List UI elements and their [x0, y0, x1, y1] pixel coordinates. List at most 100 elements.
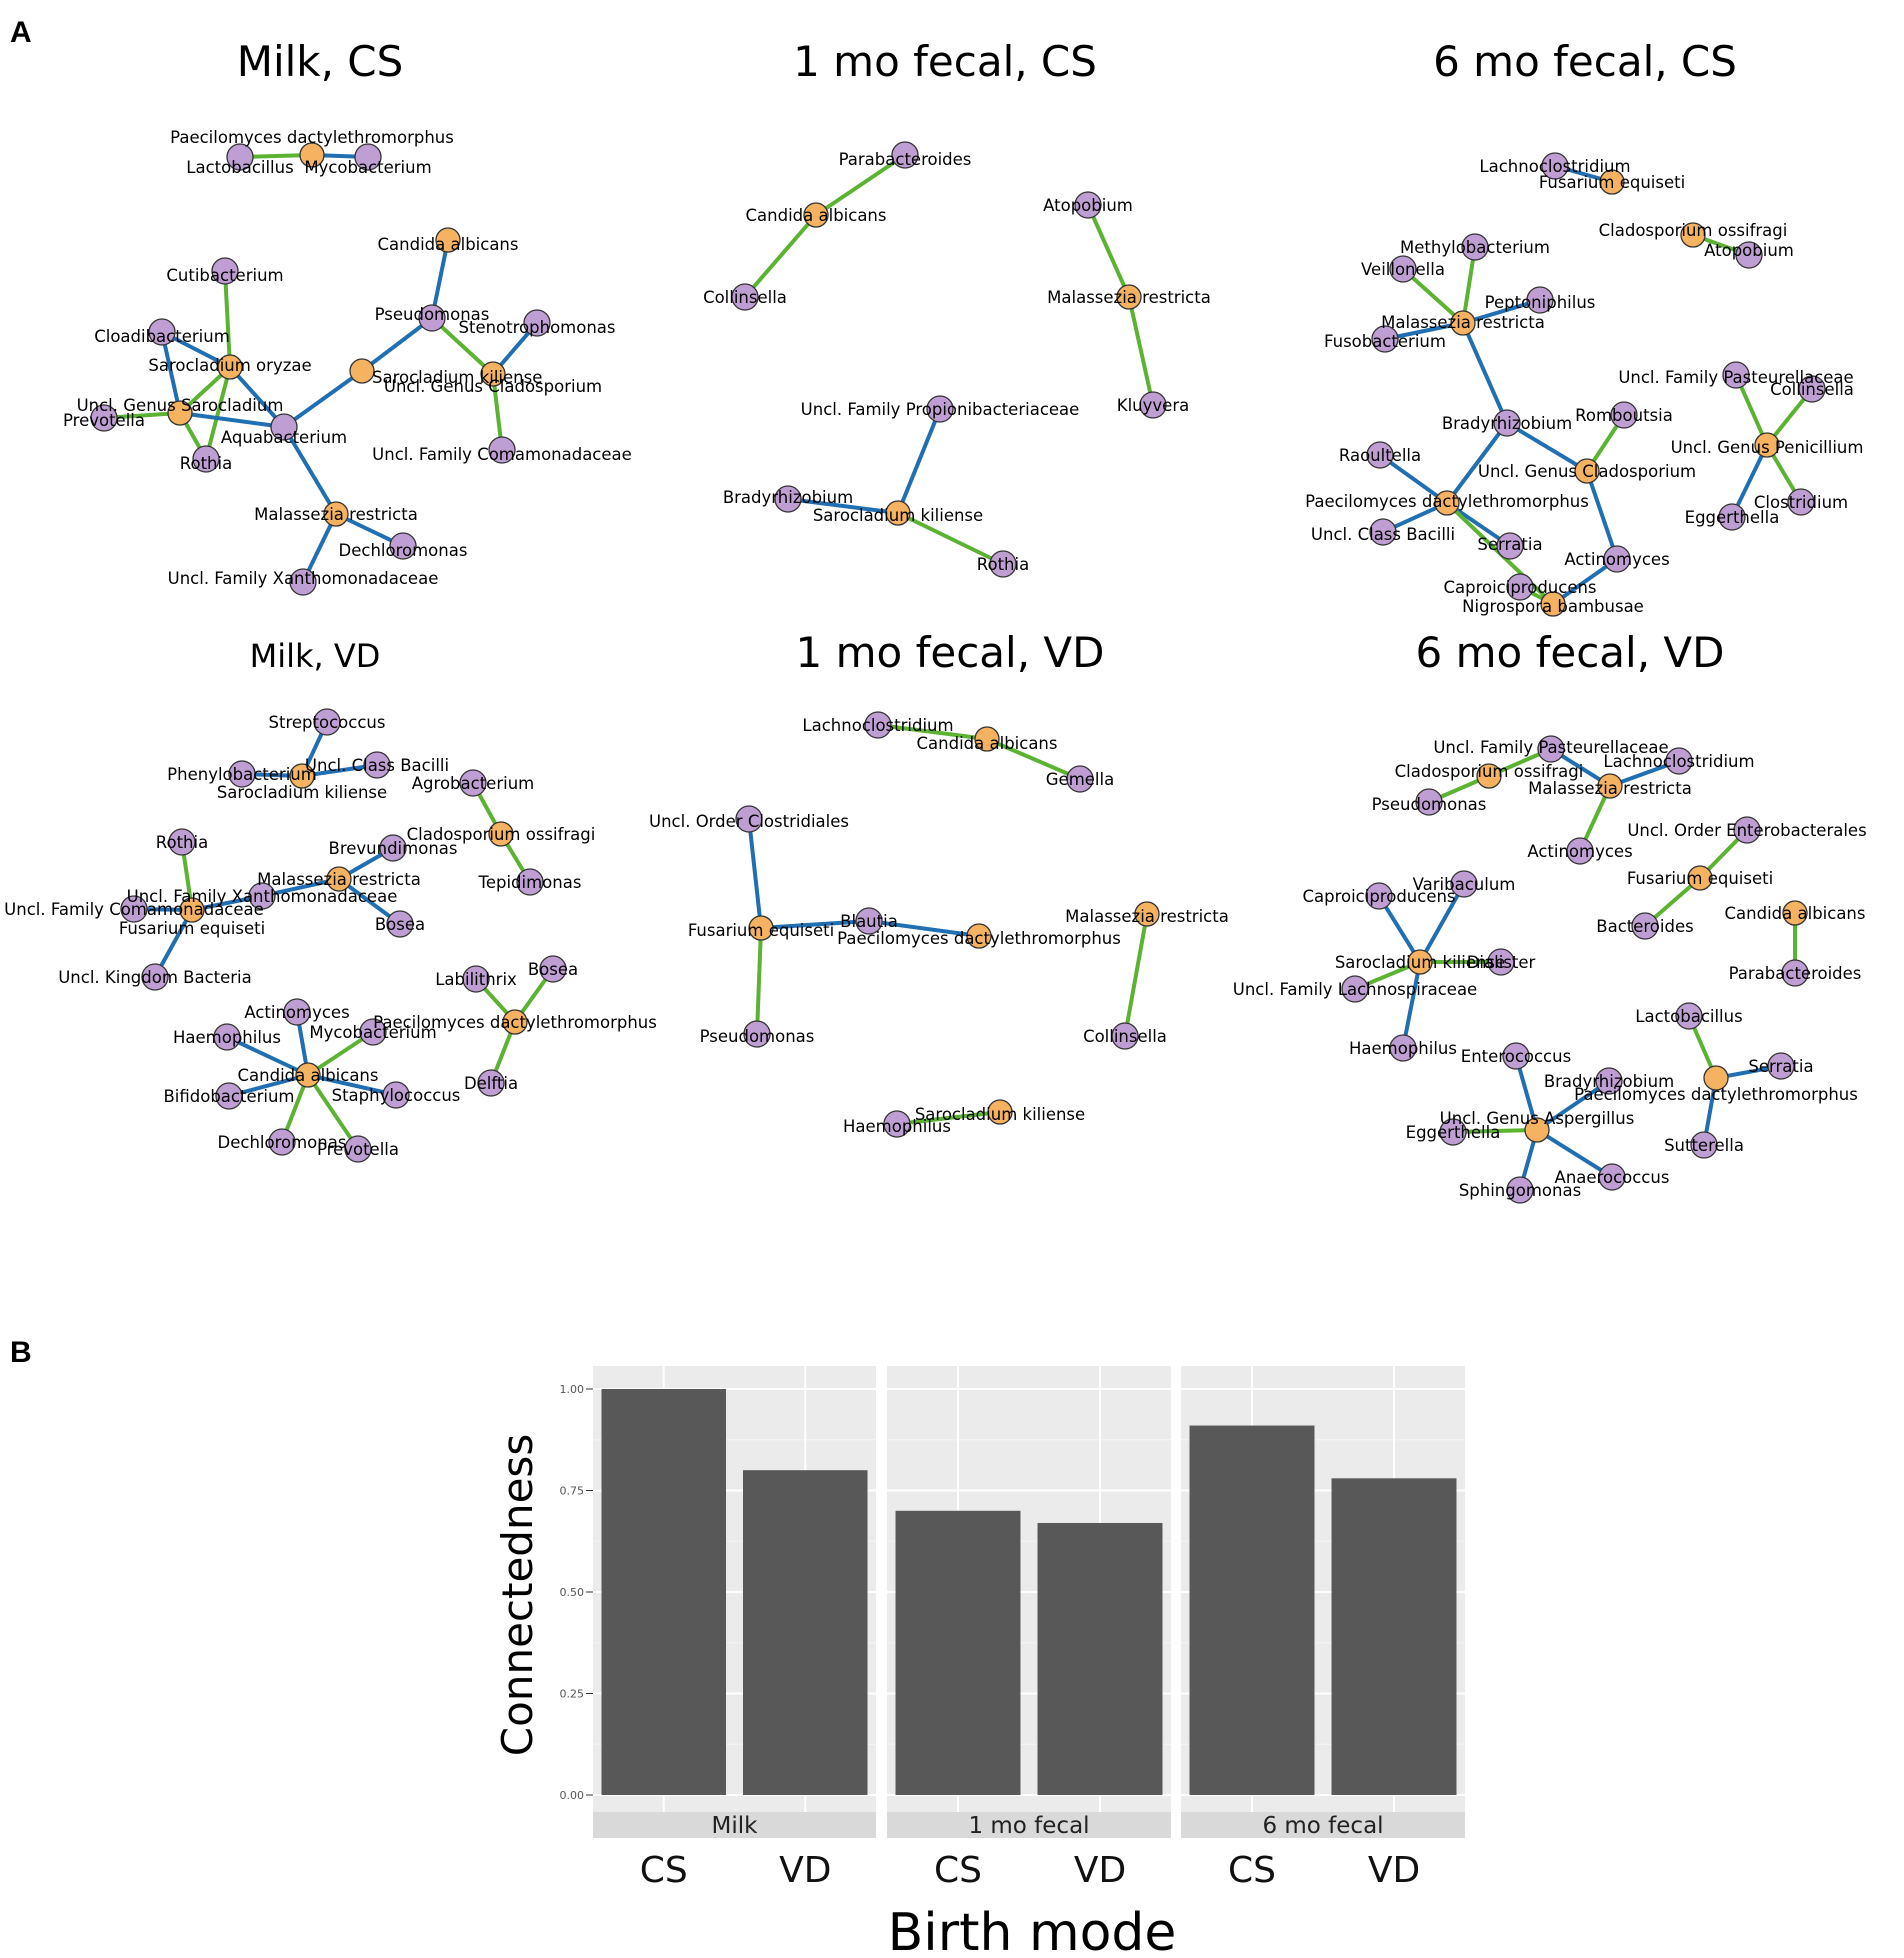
- network-node-label: Uncl. Family Comamonadaceae: [4, 900, 264, 919]
- network-milk-cs: Milk, CS Paecilomyces dactylethromorphus…: [63, 37, 632, 596]
- network-node-pseu: [1415, 788, 1443, 816]
- network-node-label: Paecilomyces dactylethromorphus: [837, 929, 1121, 948]
- network-node-romb: [1610, 401, 1638, 429]
- network-node-label: Veillonella: [1361, 260, 1445, 279]
- network-title: Milk, CS: [237, 37, 404, 86]
- network-node-label: Malassezia restricta: [1528, 779, 1692, 798]
- network-edge-sarok-roth: [896, 511, 1005, 566]
- network-node-label: Uncl. Genus Cladosporium: [384, 377, 602, 396]
- network-node-label: Uncl. Family Lachnospiraceae: [1233, 980, 1477, 999]
- network-edge-fusq-blaut: [759, 919, 871, 930]
- network-edge-prop-sarok: [896, 407, 942, 515]
- network-node-label: Sutterella: [1664, 1136, 1744, 1155]
- network-edge-brady-sarok: [786, 497, 900, 515]
- network-node-comam: [120, 895, 148, 923]
- network-node-cload: [148, 318, 176, 346]
- network-node-haem: [883, 1110, 911, 1138]
- network-node-myco: [359, 1018, 387, 1046]
- network-node-atop: [1735, 241, 1763, 269]
- network-node-sarok: [885, 500, 911, 526]
- network-node-label: Haemophilus: [173, 1028, 281, 1047]
- network-node-gem: [1066, 765, 1094, 793]
- network-edge-clostr-fusq: [747, 817, 763, 930]
- network-node-fusq: [1687, 865, 1713, 891]
- network-edge-staph-calb: [306, 1073, 398, 1097]
- network-node-label: Haemophilus: [1349, 1039, 1457, 1058]
- network-node-past: [1722, 361, 1750, 389]
- network-node-label: Methylobacterium: [1400, 238, 1550, 257]
- network-title: Milk, VD: [250, 637, 381, 675]
- network-edge-atop-malas: [1086, 203, 1131, 299]
- network-node-label: Uncl. Class Bacilli: [305, 756, 449, 775]
- network-node-label: Delftia: [464, 1074, 518, 1093]
- network-node-malas: [1134, 901, 1160, 927]
- network-node-calb: [974, 726, 1000, 752]
- network-node-prev: [344, 1135, 372, 1163]
- network-1mo-cs: 1 mo fecal, CS Parabacteroides Candida al…: [703, 37, 1211, 578]
- network-node-anaero: [1598, 1163, 1626, 1191]
- network-node-label: Sarocladium kiliense: [217, 783, 387, 802]
- network-node-label: Serratia: [1477, 535, 1542, 554]
- network-node-clado: [480, 361, 506, 387]
- network-node-label: Uncl. Family Pasteurellaceae: [1433, 738, 1668, 757]
- network-node-label: Collinsella: [1770, 380, 1854, 399]
- network-node-dial: [1487, 948, 1515, 976]
- network-node-label: Cladosporium ossifragi: [1395, 762, 1584, 781]
- network-edge-malas-brady: [1461, 321, 1509, 425]
- network-node-label: Caproiciproducens: [1443, 578, 1596, 597]
- network-node-bifido: [215, 1082, 243, 1110]
- network-node-label: Uncl. Order Enterobacterales: [1627, 821, 1866, 840]
- network-node-label: Nigrospora bambusae: [1462, 597, 1644, 616]
- network-node-methyl: [1461, 233, 1489, 261]
- network-node-fusq: [748, 915, 774, 941]
- network-node-blaut: [855, 907, 883, 935]
- network-node-label: Romboutsia: [1575, 406, 1673, 425]
- network-node-label: Uncl. Genus Sarocladium: [77, 396, 284, 415]
- network-node-label: Lachnoclostridium: [1603, 752, 1754, 771]
- network-node-tepi: [516, 868, 544, 896]
- network-node-bacilli: [363, 751, 391, 779]
- network-node-label: Eggerthella: [1406, 1123, 1501, 1142]
- bar-1-mo-fecal-cs: [895, 1510, 1021, 1795]
- network-node-label: Agrobacterium: [412, 774, 534, 793]
- network-node-cuti: [211, 257, 239, 285]
- network-node-label: Bosea: [375, 915, 425, 934]
- network-node-label: Rothia: [180, 454, 232, 473]
- network-edge-saro-roth: [204, 365, 232, 461]
- y-tick-label: 1.00: [560, 1383, 585, 1396]
- network-node-label: Aquabacterium: [221, 428, 347, 447]
- network-node-calb: [295, 1062, 321, 1088]
- network-node-staph: [382, 1081, 410, 1109]
- network-node-cosf: [1476, 763, 1502, 789]
- facet-strip: [593, 1812, 876, 1838]
- x-tick-label: CS: [934, 1850, 982, 1891]
- network-node-aqua: [270, 413, 298, 441]
- network-node-label: Brevundimonas: [329, 839, 458, 858]
- network-node-serr: [1496, 532, 1524, 560]
- network-edge-uclado-actino: [1585, 469, 1619, 561]
- node-labels: Paecilomyces dactylethromorphus Lactobaci…: [63, 128, 632, 588]
- network-node-label: Labilithrix: [435, 970, 517, 989]
- network-node-penic: [1754, 432, 1780, 458]
- network-node-label: Sarocladium kiliense: [915, 1105, 1085, 1124]
- network-node-label: Serratia: [1748, 1057, 1813, 1076]
- network-node-label: Candida albicans: [1725, 904, 1866, 923]
- network-node-label: Atopobium: [1043, 196, 1133, 215]
- network-node-label: Sarocladium oryzae: [148, 356, 311, 375]
- network-node-label: Candida albicans: [238, 1066, 379, 1085]
- network-node-label: Mycobacterium: [304, 158, 431, 177]
- network-node-calb: [803, 202, 829, 228]
- x-tick-label: CS: [640, 1850, 688, 1891]
- network-node-agro: [459, 769, 487, 797]
- nodes: [731, 141, 1167, 578]
- network-node-calb: [1782, 900, 1808, 926]
- network-edge-malas-coll: [1123, 912, 1149, 1038]
- panel-b-label: B: [10, 1336, 32, 1369]
- network-node-xanth: [289, 568, 317, 596]
- network-node-label: Enterococcus: [1461, 1047, 1571, 1066]
- network-node-label: Pseudomonas: [1372, 795, 1487, 814]
- network-node-malas: [1116, 284, 1142, 310]
- network-node-entero: [1733, 816, 1761, 844]
